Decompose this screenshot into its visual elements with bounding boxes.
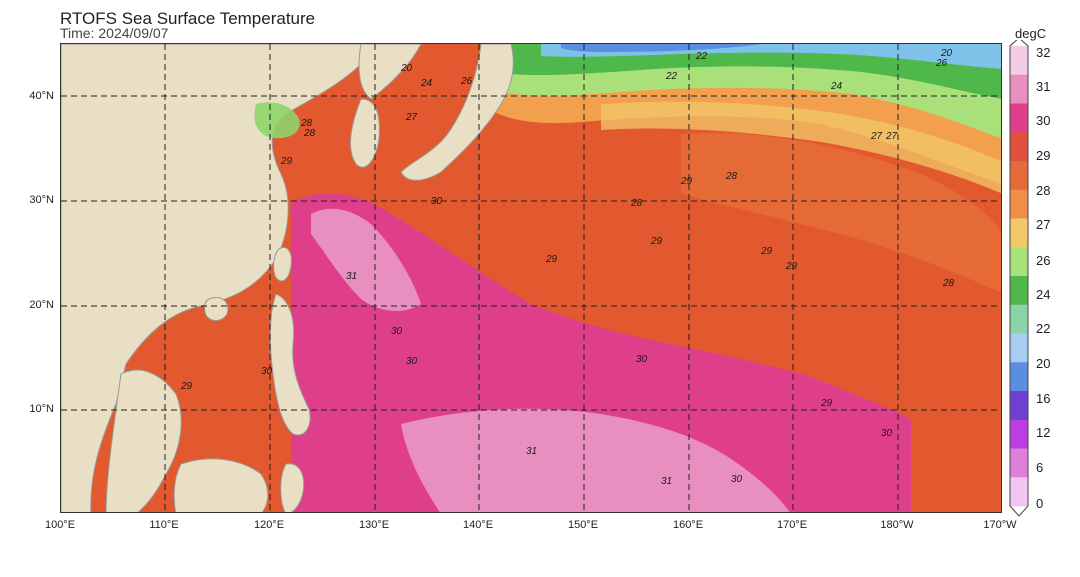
contour-label: 24	[420, 78, 433, 89]
contour-label: 26	[935, 58, 948, 69]
contour-label: 28	[630, 198, 643, 209]
colorbar-tick: 26	[1036, 253, 1051, 268]
colorbar-swatch	[1010, 247, 1028, 277]
colorbar	[1009, 40, 1029, 517]
colorbar-tick: 31	[1036, 79, 1051, 94]
colorbar-tick: 22	[1036, 321, 1051, 336]
contour-label: 28	[942, 278, 955, 289]
lon-label-180w: 180°W	[880, 519, 914, 531]
contour-label: 20	[400, 63, 413, 74]
contour-label: 20	[940, 48, 953, 59]
contour-label: 28	[725, 171, 738, 182]
colorbar-tick: 30	[1036, 113, 1051, 128]
colorbar-swatch	[1010, 74, 1028, 104]
colorbar-tick: 12	[1036, 425, 1051, 440]
colorbar-swatch	[1010, 477, 1028, 507]
colorbar-tick: 29	[1036, 148, 1051, 163]
colorbar-swatch	[1010, 448, 1028, 478]
sst-map: 20 24 26 22 27 28 29 30 31 28 29 30 29 2…	[60, 43, 1002, 513]
contour-label: 30	[731, 474, 743, 485]
contour-label: 26	[460, 76, 473, 87]
contour-label: 31	[526, 446, 537, 457]
lat-label-10: 10°N	[29, 403, 54, 415]
contour-label: 22	[695, 51, 708, 62]
colorbar-tick: 27	[1036, 217, 1051, 232]
contour-label: 29	[650, 236, 663, 247]
contour-label: 29	[820, 398, 833, 409]
colorbar-swatch	[1010, 46, 1028, 76]
colorbar-unit: degC	[1015, 26, 1047, 41]
contour-label: 31	[661, 476, 672, 487]
lon-label-170w: 170°W	[983, 519, 1017, 531]
colorbar-tick: 24	[1036, 287, 1051, 302]
contour-label: 27	[870, 131, 883, 142]
colorbar-swatch	[1010, 276, 1028, 306]
colorbar-swatch	[1010, 161, 1028, 191]
colorbar-swatch	[1010, 419, 1028, 449]
contour-label: 29	[680, 176, 693, 187]
colorbar-swatch	[1010, 333, 1028, 363]
colorbar-swatch	[1010, 362, 1028, 392]
contour-label: 30	[261, 366, 273, 377]
contour-label: 29	[280, 156, 293, 167]
colorbar-swatch	[1010, 304, 1028, 334]
contour-label: 30	[391, 326, 403, 337]
lon-label-160e: 160°E	[672, 519, 704, 531]
contour-label: 22	[665, 71, 678, 82]
contour-label: 30	[881, 428, 893, 439]
colorbar-tick: 0	[1036, 496, 1044, 511]
contour-label: 27	[885, 131, 898, 142]
colorbar-tick: 28	[1036, 183, 1051, 198]
lon-label-130e: 130°E	[358, 519, 390, 531]
contour-label: 24	[830, 81, 843, 92]
lat-label-40: 40°N	[29, 90, 54, 102]
lon-label-170e: 170°E	[776, 519, 808, 531]
colorbar-tick: 6	[1036, 460, 1044, 475]
colorbar-swatch	[1010, 103, 1028, 133]
map-time: Time: 2024/09/07	[60, 25, 169, 41]
contour-label: 29	[545, 254, 558, 265]
lon-label-150e: 150°E	[567, 519, 599, 531]
lon-label-100e: 100°E	[44, 519, 76, 531]
colorbar-tick: 16	[1036, 391, 1051, 406]
colorbar-swatch	[1010, 391, 1028, 421]
lat-label-30: 30°N	[29, 194, 54, 206]
colorbar-swatch	[1010, 218, 1028, 248]
map-title: RTOFS Sea Surface Temperature	[60, 9, 316, 28]
lon-label-140e: 140°E	[462, 519, 494, 531]
contour-label: 28	[300, 118, 313, 129]
contour-label: 30	[431, 196, 443, 207]
contour-label: 28	[303, 128, 316, 139]
contour-label: 30	[406, 356, 418, 367]
contour-label: 30	[636, 354, 648, 365]
contour-label: 29	[180, 381, 193, 392]
sst-field-svg: 20 24 26 22 27 28 29 30 31 28 29 30 29 2…	[61, 44, 1001, 512]
contour-label: 27	[405, 112, 418, 123]
lat-label-20: 20°N	[29, 299, 54, 311]
lon-label-110e: 110°E	[149, 519, 179, 531]
colorbar-tick: 32	[1036, 45, 1051, 60]
contour-label: 29	[760, 246, 773, 257]
colorbar-swatch	[1010, 132, 1028, 162]
colorbar-swatch	[1010, 189, 1028, 219]
contour-label: 31	[346, 271, 357, 282]
colorbar-tick: 20	[1036, 356, 1051, 371]
lon-label-120e: 120°E	[253, 519, 285, 531]
contour-label: 29	[785, 261, 798, 272]
